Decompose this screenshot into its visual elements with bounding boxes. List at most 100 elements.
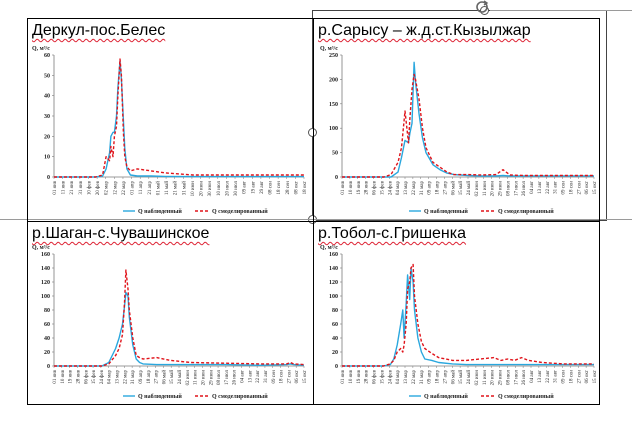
rotate-icon[interactable] [475,0,489,14]
x-tick-label: 04 авг [530,370,535,383]
x-tick-label: 18 апр [147,370,152,384]
x-tick-label: 19 янв [357,369,362,383]
x-tick-label: 01 янв [341,369,346,383]
x-tick-label: 02 июн [475,370,480,386]
x-tick-label: 18 сен [280,370,285,384]
x-tick-label: 13 авг [538,370,543,383]
x-tick-label: 01 апр [131,181,136,195]
series-modeled [342,263,594,367]
y-axis-label: Q, м³/с [320,46,338,52]
x-tick-label: 09 сен [562,181,567,195]
x-tick-label: 31 авг [554,370,559,383]
x-tick-label: 04 мар [396,370,401,385]
y-tick-label: 160 [41,252,50,258]
x-tick-label: 11 янв [62,180,67,194]
x-tick-label: 30 июн [208,181,213,197]
x-tick-label: 06 май [451,181,456,196]
y-tick-label: 40 [332,336,338,342]
x-tick-label: 08 июл [506,370,511,386]
x-tick-label: 10 фев [87,180,92,195]
x-tick-label: 01 май [156,181,161,196]
y-tick-label: 100 [329,294,338,300]
y-tick-label: 20 [44,134,50,140]
x-tick-label: 20 июн [491,181,496,197]
x-tick-label: 21 май [174,181,179,196]
x-tick-label: 20 июн [491,370,496,386]
x-tick-label: 15 фев [380,180,385,195]
x-tick-label: 24 фев [388,369,393,384]
x-tick-label: 18 сен [277,181,282,195]
x-tick-label: 22 авг [546,370,551,383]
x-tick-label: 28 сен [286,181,291,195]
y-tick-label: 120 [41,280,50,286]
x-tick-label: 29 июн [499,370,504,386]
chart-title: р.Сарысу – ж.д.ст.Кызылжар [318,22,531,39]
x-tick-label: 12 мар [113,181,118,196]
y-tick-label: 30 [44,114,50,120]
x-tick-label: 09 авг [243,181,248,194]
x-tick-label: 29 авг [260,181,265,194]
x-tick-label: 10 июл [217,181,222,197]
chart-sarysu: Q, м³/с 0 50 100 150 200 250 01 янв 10 янв 19 янв… [320,46,598,215]
series-observed [54,291,305,367]
x-tick-label: 19 янв [357,180,362,194]
x-tick-label: 17 июл [514,181,519,197]
x-tick-label: 15 окт [593,180,598,194]
x-tick-label: 22 мар [412,370,417,385]
x-tick-label: 27 сен [287,370,292,384]
y-tick-label: 100 [41,294,50,300]
x-tick-label: 10 янв [349,180,354,194]
x-tick-label: 13 авг [538,181,543,194]
legend-label-modeled: Q смоделированный [212,393,268,400]
x-tick-label: 11 май [165,181,170,195]
series-modeled [54,269,305,367]
x-tick-label: 08 сен [269,181,274,195]
x-tick-label: 13 мар [404,370,409,385]
x-tick-label: 15 май [170,370,175,385]
x-tick-label: 26 июл [522,181,527,197]
x-tick-label: 20 фев [96,180,101,195]
series-modeled [54,58,304,178]
y-tick-label: 10 [44,155,50,161]
x-tick-label: 08 окт [294,180,299,194]
y-tick-label: 40 [44,94,50,100]
x-tick-label: 19 авг [251,181,256,194]
x-tick-label: 24 май [467,181,472,196]
x-tick-label: 31 авг [264,370,269,383]
legend-label-observed: Q наблюденный [138,393,182,400]
legend-label-observed: Q наблюденный [424,208,468,215]
x-tick-label: 31 авг [554,181,559,194]
x-tick-label: 31 мар [420,370,425,385]
x-tick-label: 15 фев [92,369,97,384]
y-tick-label: 100 [329,126,338,132]
x-tick-label: 01 янв [53,369,58,383]
x-tick-label: 17 июл [225,370,230,386]
legend: Q наблюденный Q смоделированный [409,393,554,400]
x-tick-label: 20 июн [200,181,205,197]
y-tick-label: 50 [44,73,50,79]
x-tick-label: 24 май [467,370,472,385]
x-tick-label: 19 янв [69,369,74,383]
legend-label-modeled: Q смоделированный [498,393,554,400]
series-observed [342,61,594,178]
x-tick-label: 18 окт [303,180,308,194]
x-tick-label: 04 мар [396,181,401,196]
y-tick-label: 0 [335,175,338,181]
y-tick-label: 60 [44,322,50,328]
x-tick-label: 10 янв [61,369,66,383]
x-tick-label: 21 янв [70,180,75,194]
x-tick-label: 06 май [451,370,456,385]
x-tick-label: 18 сен [569,370,574,384]
chart-shagan: Q, м³/с 0 20 40 60 80 100 120 140 160 01 янв 10 янв… [32,245,308,400]
chart-title: р.Тобол-с.Гришенка [318,225,467,242]
x-tick-label: 01 янв [53,180,58,194]
y-tick-label: 60 [44,53,50,59]
x-tick-label: 24 фев [100,369,105,384]
x-tick-label: 15 фев [380,369,385,384]
y-tick-label: 140 [41,266,50,272]
x-tick-label: 13 авг [248,370,253,383]
x-tick-label: 27 апр [155,370,160,384]
x-tick-label: 26 июл [522,370,527,386]
x-tick-label: 02 июн [186,370,191,386]
y-tick-label: 160 [329,252,338,258]
